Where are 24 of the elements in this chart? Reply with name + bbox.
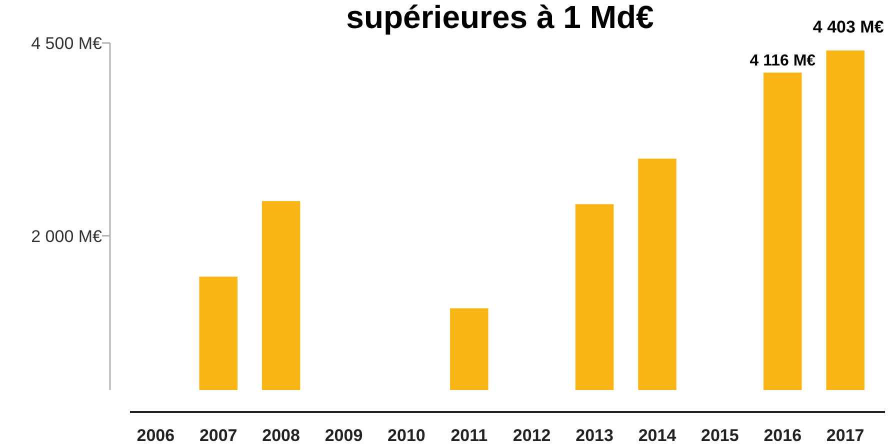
x-tick-label: 2012 — [512, 426, 551, 445]
x-tick-label: 2007 — [199, 426, 238, 445]
data-label: 4 403 M€ — [812, 17, 884, 36]
x-tick-label: 2016 — [764, 426, 802, 445]
bar — [638, 158, 676, 390]
y-tick-label: 4 500 M€ — [31, 34, 103, 53]
x-tick-label: 2017 — [826, 426, 864, 445]
bar — [199, 276, 238, 390]
x-tick-label: 2013 — [576, 426, 614, 445]
bar — [450, 308, 488, 390]
bar — [575, 204, 614, 390]
chart-title: supérieures à 1 Md€ — [346, 0, 654, 35]
bar — [262, 201, 300, 390]
x-tick-label: 2008 — [262, 426, 300, 445]
bar — [764, 72, 802, 390]
x-tick-label: 2011 — [450, 426, 488, 445]
x-tick-label: 2014 — [638, 426, 677, 445]
y-tick-label: 2 000 M€ — [31, 226, 103, 246]
data-label: 4 116 M€ — [750, 52, 816, 70]
x-tick-label: 2015 — [701, 426, 739, 445]
x-tick-label: 2010 — [388, 426, 426, 445]
x-tick-label: 2006 — [136, 426, 175, 445]
x-tick-label: 2009 — [324, 426, 363, 445]
bar — [826, 50, 864, 390]
